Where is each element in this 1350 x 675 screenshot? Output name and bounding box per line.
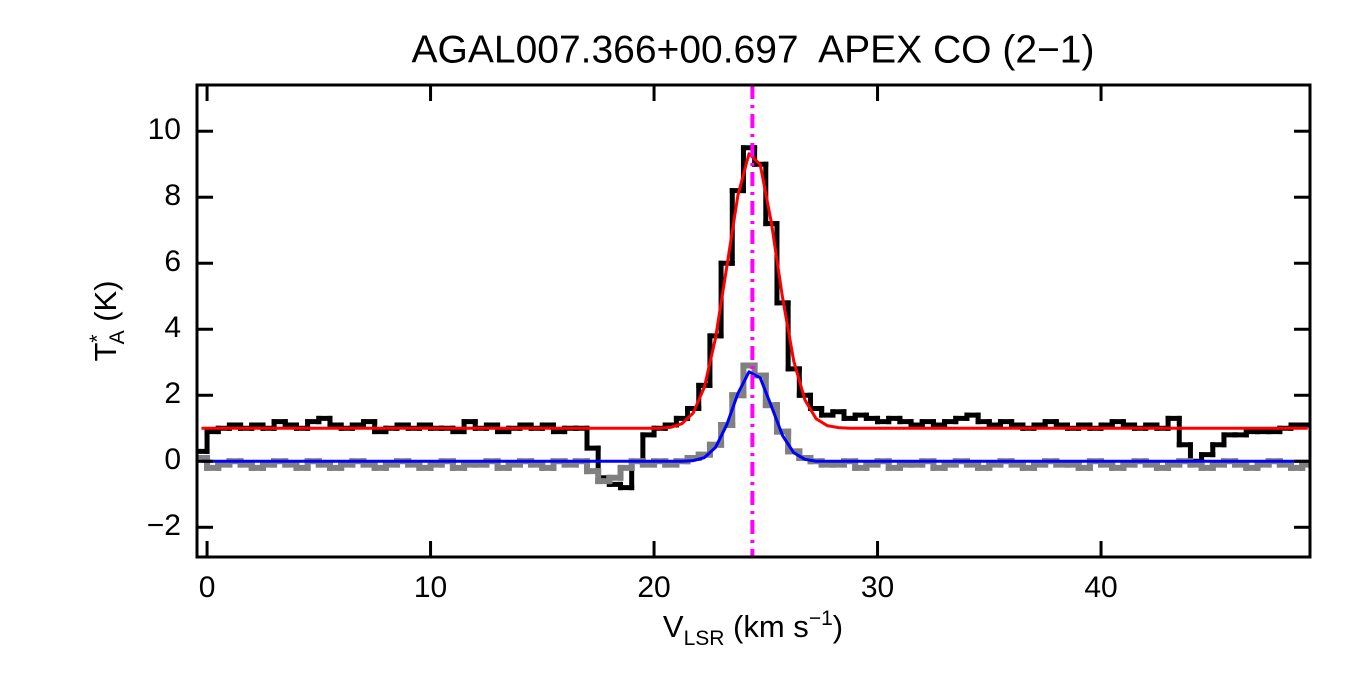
chart-title: AGAL007.366+00.697 APEX CO (2−1) (412, 28, 1095, 71)
x-axis-label: VLSR (km s−1) (663, 607, 843, 650)
y-tick-label: −2 (147, 509, 181, 542)
y-tick-label: 4 (164, 311, 181, 344)
x-tick-label: 0 (199, 571, 216, 604)
y-axis-label: T*A (K) (86, 280, 129, 361)
x-label-close: ) (833, 609, 843, 644)
y-label-main: T (88, 343, 123, 362)
y-tick-label: 0 (164, 443, 181, 476)
y-tick-label: 6 (164, 245, 181, 278)
fit-line (201, 152, 1308, 430)
x-tick-label: 20 (637, 571, 670, 604)
y-label-sup: * (86, 334, 109, 342)
x-tick-label: 40 (1084, 571, 1117, 604)
y-tick-label: 8 (164, 179, 181, 212)
y-tick-label: 2 (164, 377, 181, 410)
x-label-main: V (663, 609, 684, 644)
x-label-sub: LSR (684, 627, 725, 650)
x-label-sup: −1 (809, 607, 833, 630)
y-label-sub: A (106, 330, 129, 344)
x-tick-label: 30 (861, 571, 894, 604)
fit-line (201, 370, 1308, 463)
x-label-unit: (km s (724, 609, 808, 644)
y-tick-label: 10 (148, 113, 181, 146)
plot-frame (195, 83, 1312, 559)
plot-area (197, 145, 1310, 491)
y-label-unit: (K) (88, 280, 123, 330)
x-tick-label: 10 (414, 571, 447, 604)
